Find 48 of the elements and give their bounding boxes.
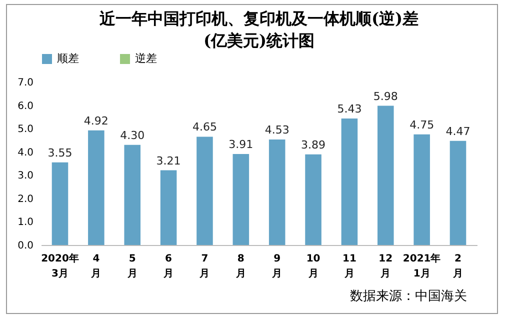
x-tick-label: 7 月 [198,254,210,280]
bar [414,134,430,245]
y-tick-label: 1.0 [18,217,34,228]
legend-label: 顺差 [57,52,79,65]
x-tick-label: 4 月 [90,254,102,280]
data-label: 4.92 [84,114,108,128]
chart-title: 近一年中国打印机、复印机及一体机顺(逆)差 (亿美元)统计图 [98,9,419,50]
data-label: 3.91 [228,138,254,151]
bar [232,154,250,245]
bar [88,130,104,245]
bar [450,140,466,245]
bar [196,136,213,245]
y-tick-label: 5.0 [18,124,34,136]
data-label: 3.21 [156,154,181,168]
x-tick-label: 12 月 [378,254,393,280]
y-tick-label: 0.0 [18,240,34,252]
data-label: 4.75 [410,118,434,132]
data-label: 4.30 [120,128,145,142]
y-tick-label: 2.0 [18,194,34,205]
data-label: 4.53 [264,124,290,137]
y-tick-label: 3.0 [18,170,34,182]
bar [378,106,394,245]
bar [124,144,140,245]
bar [52,162,68,245]
bar [341,118,358,245]
data-label: 3.55 [48,146,72,160]
data-label: 4.65 [192,120,217,134]
x-tick-label: 5 月 [126,254,138,280]
x-tick-label: 8 月 [234,254,246,280]
x-tick-label: 6 月 [162,254,174,280]
y-tick-label: 7.0 [18,78,34,88]
x-tick-label: 2021年 1月 [402,252,441,280]
x-tick-label: 11 月 [342,254,356,280]
bar [160,170,177,245]
source-note: 数据来源：中国海关 [350,288,467,305]
x-tick-label: 2 月 [452,254,464,280]
legend-label: 逆差 [135,52,157,65]
data-label: 5.98 [373,90,398,103]
bar [268,140,286,245]
data-label: 5.43 [337,102,362,116]
y-tick-label: 4.0 [18,147,34,158]
x-tick-label: 9 月 [271,254,282,280]
data-label: 3.89 [301,138,326,152]
data-label: 4.47 [446,124,470,138]
x-tick-label: 10 月 [306,254,320,280]
bar [305,154,322,245]
y-tick-label: 6.0 [18,100,34,112]
x-tick-label: 2020年 3月 [41,252,79,280]
